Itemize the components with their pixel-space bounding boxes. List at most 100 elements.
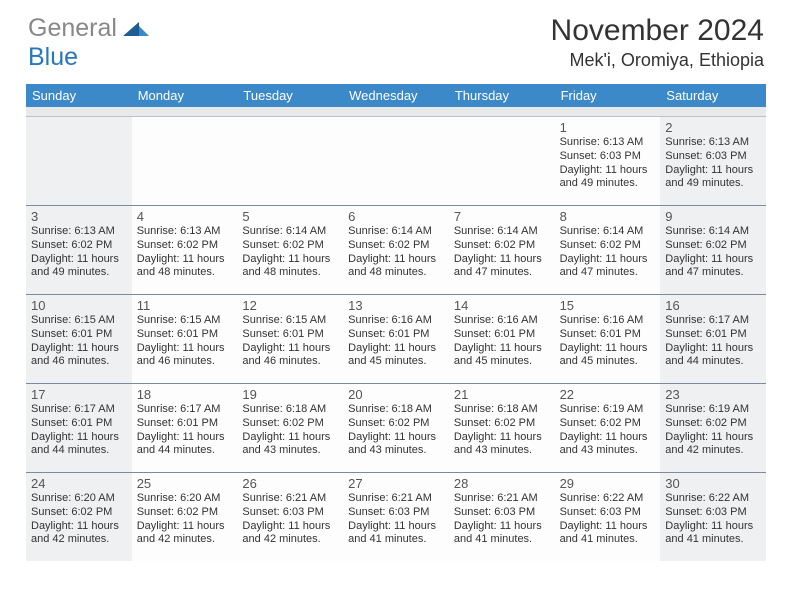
- day-cell: 1Sunrise: 6:13 AMSunset: 6:03 PMDaylight…: [555, 117, 661, 205]
- day-number: 29: [560, 476, 656, 491]
- day-info-line: Sunset: 6:01 PM: [665, 328, 761, 342]
- day-cell: 6Sunrise: 6:14 AMSunset: 6:02 PMDaylight…: [343, 206, 449, 294]
- day-info-line: Sunrise: 6:20 AM: [137, 492, 233, 506]
- day-number: 28: [454, 476, 550, 491]
- day-info-line: Daylight: 11 hours: [454, 253, 550, 267]
- location-text: Mek'i, Oromiya, Ethiopia: [551, 50, 764, 71]
- day-info-line: Sunset: 6:02 PM: [454, 239, 550, 253]
- day-number: 11: [137, 298, 233, 313]
- day-cell: 30Sunrise: 6:22 AMSunset: 6:03 PMDayligh…: [660, 473, 766, 561]
- logo-text-blue: Blue: [28, 43, 78, 71]
- dow-saturday: Saturday: [660, 84, 766, 107]
- day-cell: 17Sunrise: 6:17 AMSunset: 6:01 PMDayligh…: [26, 384, 132, 472]
- header-underband: [26, 107, 766, 117]
- day-info-line: and 49 minutes.: [560, 177, 656, 191]
- day-info-line: and 49 minutes.: [665, 177, 761, 191]
- day-cell: 18Sunrise: 6:17 AMSunset: 6:01 PMDayligh…: [132, 384, 238, 472]
- day-info-line: Daylight: 11 hours: [665, 431, 761, 445]
- day-info-line: Daylight: 11 hours: [242, 520, 338, 534]
- day-info-line: Daylight: 11 hours: [348, 520, 444, 534]
- day-number: 9: [665, 209, 761, 224]
- day-info-line: Sunrise: 6:18 AM: [242, 403, 338, 417]
- day-info-line: Sunrise: 6:17 AM: [665, 314, 761, 328]
- day-info-line: and 42 minutes.: [31, 533, 127, 547]
- day-cell: 26Sunrise: 6:21 AMSunset: 6:03 PMDayligh…: [237, 473, 343, 561]
- day-info-line: Daylight: 11 hours: [665, 164, 761, 178]
- week-row: 1Sunrise: 6:13 AMSunset: 6:03 PMDaylight…: [26, 117, 766, 205]
- day-info-line: Sunrise: 6:20 AM: [31, 492, 127, 506]
- day-info-line: Sunrise: 6:18 AM: [348, 403, 444, 417]
- day-cell: 27Sunrise: 6:21 AMSunset: 6:03 PMDayligh…: [343, 473, 449, 561]
- day-info-line: and 46 minutes.: [242, 355, 338, 369]
- day-number: 17: [31, 387, 127, 402]
- day-number: 15: [560, 298, 656, 313]
- day-info-line: Sunrise: 6:22 AM: [560, 492, 656, 506]
- day-info-line: Sunset: 6:02 PM: [665, 239, 761, 253]
- day-info-line: Daylight: 11 hours: [242, 431, 338, 445]
- day-info-line: Sunrise: 6:13 AM: [665, 136, 761, 150]
- day-info-line: Sunrise: 6:13 AM: [137, 225, 233, 239]
- day-info-line: Daylight: 11 hours: [137, 253, 233, 267]
- weeks-container: 1Sunrise: 6:13 AMSunset: 6:03 PMDaylight…: [26, 117, 766, 561]
- day-info-line: Daylight: 11 hours: [348, 253, 444, 267]
- day-cell: 11Sunrise: 6:15 AMSunset: 6:01 PMDayligh…: [132, 295, 238, 383]
- logo-text-gray: General: [28, 14, 117, 42]
- day-number: 2: [665, 120, 761, 135]
- day-info-line: Sunset: 6:03 PM: [665, 506, 761, 520]
- day-info-line: Sunset: 6:01 PM: [31, 417, 127, 431]
- day-info-line: Daylight: 11 hours: [137, 520, 233, 534]
- day-info-line: Sunset: 6:03 PM: [665, 150, 761, 164]
- calendar: Sunday Monday Tuesday Wednesday Thursday…: [26, 84, 766, 561]
- day-info-line: and 42 minutes.: [242, 533, 338, 547]
- day-cell: 2Sunrise: 6:13 AMSunset: 6:03 PMDaylight…: [660, 117, 766, 205]
- logo-text: General Blue: [28, 14, 149, 72]
- day-info-line: and 44 minutes.: [665, 355, 761, 369]
- day-info-line: and 46 minutes.: [137, 355, 233, 369]
- day-info-line: Sunset: 6:02 PM: [665, 417, 761, 431]
- day-info-line: and 47 minutes.: [560, 266, 656, 280]
- day-info-line: Daylight: 11 hours: [560, 253, 656, 267]
- week-row: 10Sunrise: 6:15 AMSunset: 6:01 PMDayligh…: [26, 294, 766, 383]
- day-number: 25: [137, 476, 233, 491]
- day-cell: 8Sunrise: 6:14 AMSunset: 6:02 PMDaylight…: [555, 206, 661, 294]
- day-info-line: Daylight: 11 hours: [31, 431, 127, 445]
- day-cell: [237, 117, 343, 205]
- day-info-line: Daylight: 11 hours: [242, 253, 338, 267]
- day-cell: 5Sunrise: 6:14 AMSunset: 6:02 PMDaylight…: [237, 206, 343, 294]
- day-info-line: Sunrise: 6:14 AM: [454, 225, 550, 239]
- day-cell: 22Sunrise: 6:19 AMSunset: 6:02 PMDayligh…: [555, 384, 661, 472]
- day-info-line: Daylight: 11 hours: [348, 431, 444, 445]
- day-info-line: and 48 minutes.: [348, 266, 444, 280]
- day-info-line: and 43 minutes.: [242, 444, 338, 458]
- day-info-line: Sunset: 6:01 PM: [348, 328, 444, 342]
- day-info-line: Sunset: 6:01 PM: [454, 328, 550, 342]
- week-row: 17Sunrise: 6:17 AMSunset: 6:01 PMDayligh…: [26, 383, 766, 472]
- day-info-line: and 45 minutes.: [560, 355, 656, 369]
- day-info-line: Sunset: 6:03 PM: [242, 506, 338, 520]
- day-info-line: Sunrise: 6:16 AM: [560, 314, 656, 328]
- day-number: 30: [665, 476, 761, 491]
- day-cell: 7Sunrise: 6:14 AMSunset: 6:02 PMDaylight…: [449, 206, 555, 294]
- day-cell: 24Sunrise: 6:20 AMSunset: 6:02 PMDayligh…: [26, 473, 132, 561]
- day-info-line: Daylight: 11 hours: [560, 164, 656, 178]
- day-info-line: Sunrise: 6:15 AM: [137, 314, 233, 328]
- day-info-line: Sunset: 6:01 PM: [137, 417, 233, 431]
- title-block: November 2024 Mek'i, Oromiya, Ethiopia: [551, 14, 764, 71]
- day-number: 20: [348, 387, 444, 402]
- day-info-line: and 43 minutes.: [348, 444, 444, 458]
- day-number: 5: [242, 209, 338, 224]
- day-info-line: and 48 minutes.: [242, 266, 338, 280]
- day-info-line: Sunset: 6:02 PM: [348, 239, 444, 253]
- logo-triangle-icon: [123, 18, 149, 41]
- day-info-line: Daylight: 11 hours: [665, 520, 761, 534]
- day-info-line: Sunrise: 6:14 AM: [242, 225, 338, 239]
- day-info-line: Sunrise: 6:14 AM: [665, 225, 761, 239]
- day-info-line: Daylight: 11 hours: [454, 520, 550, 534]
- day-number: 13: [348, 298, 444, 313]
- day-number: 22: [560, 387, 656, 402]
- day-number: 27: [348, 476, 444, 491]
- day-info-line: Daylight: 11 hours: [242, 342, 338, 356]
- day-info-line: Sunrise: 6:19 AM: [665, 403, 761, 417]
- day-info-line: and 45 minutes.: [348, 355, 444, 369]
- day-number: 1: [560, 120, 656, 135]
